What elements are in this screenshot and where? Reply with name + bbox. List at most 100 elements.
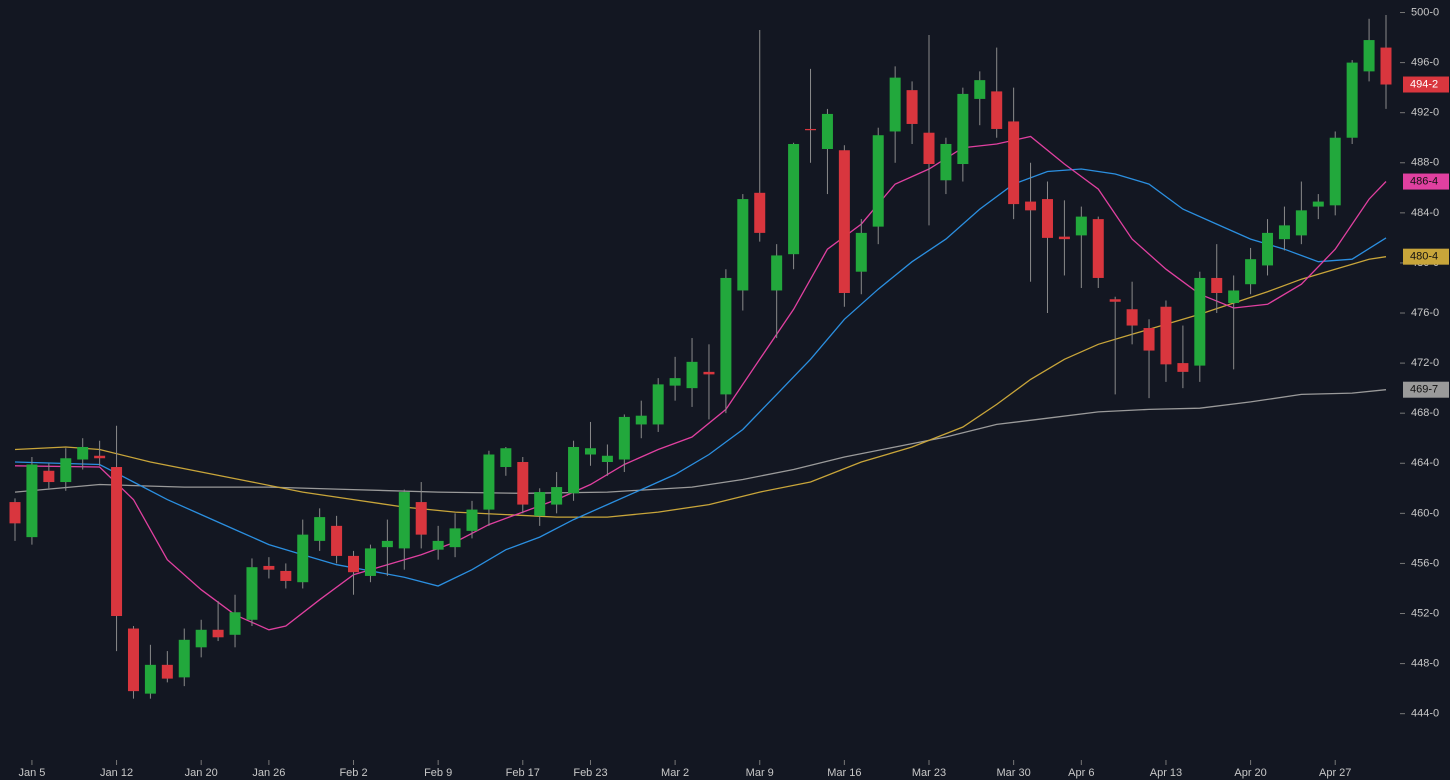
candle-body bbox=[1194, 277, 1206, 366]
candle-body bbox=[280, 570, 292, 581]
x-tick-label: Feb 2 bbox=[339, 767, 367, 779]
x-tick-label: Apr 6 bbox=[1068, 767, 1094, 779]
x-tick-label: Jan 5 bbox=[18, 767, 45, 779]
candle-body bbox=[94, 455, 106, 459]
candle-body bbox=[1160, 306, 1172, 365]
candle-body bbox=[26, 464, 38, 538]
x-tick-label: Mar 2 bbox=[661, 767, 689, 779]
candle-body bbox=[212, 629, 224, 638]
candle-body bbox=[43, 470, 55, 483]
y-tick-label: 460-0 bbox=[1411, 507, 1439, 519]
y-tick-label: 444-0 bbox=[1411, 708, 1439, 720]
y-tick-label: 464-0 bbox=[1411, 457, 1439, 469]
candle-body bbox=[364, 548, 376, 576]
candle-body bbox=[906, 90, 918, 124]
candle-body bbox=[771, 255, 783, 291]
candle-body bbox=[1295, 210, 1307, 236]
candle-body bbox=[348, 555, 360, 573]
candle-body bbox=[872, 135, 884, 227]
candle-body bbox=[669, 378, 681, 386]
candle-body bbox=[838, 150, 850, 293]
price-label: 469-7 bbox=[1410, 384, 1438, 396]
candle-body bbox=[517, 462, 529, 505]
moving-average-line bbox=[14, 389, 1387, 494]
price-label-box bbox=[1403, 248, 1449, 265]
candle-body bbox=[1211, 277, 1223, 293]
candle-body bbox=[1245, 259, 1257, 285]
candle-body bbox=[1041, 199, 1053, 238]
x-tick-label: Jan 26 bbox=[252, 767, 285, 779]
candle-body bbox=[940, 143, 952, 181]
y-tick-label: 500-0 bbox=[1411, 6, 1439, 18]
x-tick-label: Mar 16 bbox=[827, 767, 861, 779]
candle-body bbox=[991, 91, 1003, 129]
candle-body bbox=[314, 517, 326, 541]
candle-body bbox=[737, 199, 749, 291]
y-tick-label: 472-0 bbox=[1411, 357, 1439, 369]
candle-body bbox=[805, 128, 817, 131]
price-label-box bbox=[1403, 173, 1449, 190]
candle-body bbox=[1363, 40, 1375, 72]
candle-body bbox=[381, 540, 393, 548]
candle-body bbox=[432, 540, 444, 550]
candle-body bbox=[1109, 299, 1121, 302]
candle-body bbox=[855, 232, 867, 272]
candle-body bbox=[1126, 309, 1138, 326]
candle-body bbox=[60, 458, 72, 483]
y-tick-label: 496-0 bbox=[1411, 57, 1439, 69]
y-tick-label: 456-0 bbox=[1411, 557, 1439, 569]
candle-body bbox=[1312, 201, 1324, 207]
y-tick-label: 492-0 bbox=[1411, 107, 1439, 119]
candle-body bbox=[398, 492, 410, 549]
candle-body bbox=[1346, 62, 1358, 138]
x-tick-label: Mar 23 bbox=[912, 767, 946, 779]
candle-body bbox=[1228, 290, 1240, 303]
price-label: 486-4 bbox=[1410, 175, 1438, 187]
candle-body bbox=[703, 371, 715, 375]
candle-body bbox=[923, 132, 935, 165]
candle-body bbox=[263, 565, 275, 570]
candle-body bbox=[9, 502, 21, 524]
candle-body bbox=[584, 448, 596, 455]
y-tick-label: 448-0 bbox=[1411, 657, 1439, 669]
x-tick-label: Apr 13 bbox=[1150, 767, 1182, 779]
candle-body bbox=[77, 446, 89, 460]
x-tick-label: Apr 27 bbox=[1319, 767, 1351, 779]
candle-body bbox=[534, 492, 546, 516]
price-label: 494-2 bbox=[1410, 78, 1438, 90]
price-label-box bbox=[1403, 76, 1449, 93]
candle-body bbox=[111, 467, 123, 617]
candle-body bbox=[246, 567, 258, 620]
candle-body bbox=[754, 192, 766, 233]
candle-body bbox=[161, 664, 173, 679]
candle-body bbox=[551, 487, 563, 505]
candle-body bbox=[1278, 225, 1290, 240]
candle-body bbox=[568, 446, 580, 494]
candle-body bbox=[889, 77, 901, 132]
x-tick-label: Feb 17 bbox=[506, 767, 540, 779]
price-label-box bbox=[1403, 381, 1449, 398]
candle-body bbox=[144, 664, 156, 694]
candle-body bbox=[229, 612, 241, 635]
candle-body bbox=[1075, 216, 1087, 236]
moving-average-line bbox=[14, 256, 1387, 518]
candle-body bbox=[788, 143, 800, 255]
y-tick-label: 452-0 bbox=[1411, 607, 1439, 619]
candle-body bbox=[483, 454, 495, 510]
candle-body bbox=[1025, 201, 1037, 211]
candle-body bbox=[466, 509, 478, 531]
candle-body bbox=[1143, 328, 1155, 351]
x-tick-label: Feb 9 bbox=[424, 767, 452, 779]
moving-average-line bbox=[14, 168, 1387, 587]
candle-body bbox=[1177, 363, 1189, 372]
candle-body bbox=[720, 277, 732, 395]
x-tick-label: Mar 30 bbox=[997, 767, 1031, 779]
candle-body bbox=[1262, 232, 1274, 266]
candle-body bbox=[178, 639, 190, 678]
candle-body bbox=[331, 525, 343, 556]
x-tick-label: Mar 9 bbox=[746, 767, 774, 779]
candle-body bbox=[1058, 236, 1070, 240]
x-tick-label: Jan 12 bbox=[100, 767, 133, 779]
